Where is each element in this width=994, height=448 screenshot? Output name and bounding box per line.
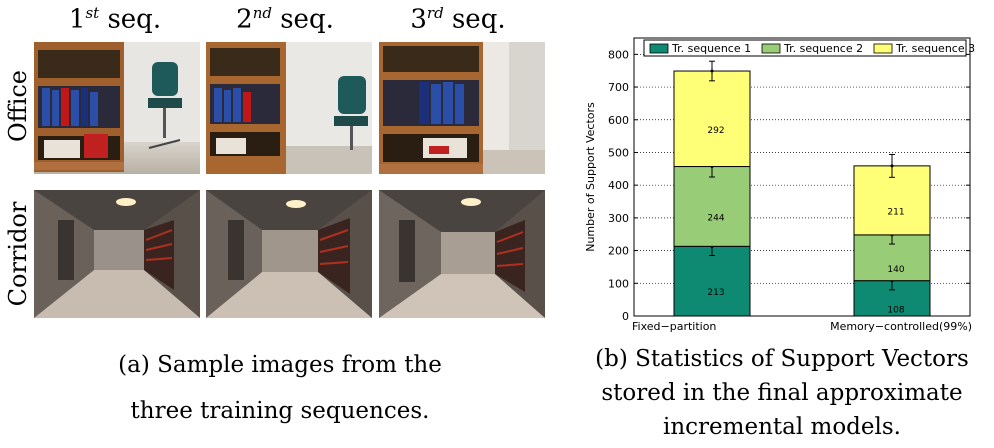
y-tick-label: 500	[608, 146, 629, 159]
office-image-1	[34, 42, 200, 174]
y-tick-label: 600	[608, 114, 629, 127]
column-label-base: 3	[410, 4, 427, 35]
bar-segment	[673, 166, 751, 247]
column-label-sup: rd	[426, 4, 444, 22]
row-label-office: Office	[4, 69, 32, 143]
caption-a: (a) Sample images from the three trainin…	[60, 342, 500, 434]
office-image-2	[206, 42, 372, 174]
corridor-image-1	[34, 190, 200, 318]
bar-segment	[673, 245, 751, 317]
corridor-image-3	[379, 190, 545, 318]
y-tick-label: 0	[622, 310, 629, 323]
column-label-1: 1st seq.	[30, 4, 200, 35]
caption-a-line-2: three training sequences.	[130, 398, 430, 424]
y-axis-label: Number of Support Vectors	[584, 102, 597, 252]
bar-value-label: 213	[707, 288, 724, 298]
caption-b-line-2: stored in the final approximate	[601, 380, 963, 406]
bar-value-label: 140	[887, 265, 904, 275]
legend-swatch	[761, 43, 781, 54]
plot-frame	[633, 37, 971, 317]
corridor-image-2	[206, 190, 372, 318]
column-label-base: 2	[236, 4, 253, 35]
bar-value-label: 211	[887, 207, 904, 217]
y-tick-label: 100	[608, 277, 629, 290]
y-tick-label: 300	[608, 212, 629, 225]
legend-swatch	[873, 43, 893, 54]
caption-b-line-3: incremental models.	[663, 414, 901, 440]
column-label-3: 3rd seq.	[373, 4, 543, 35]
legend-swatch	[649, 43, 669, 54]
error-point	[890, 164, 894, 168]
column-label-rest: seq.	[99, 4, 162, 35]
bar-value-label: 244	[707, 213, 724, 223]
caption-a-line-1: (a) Sample images from the	[118, 352, 442, 378]
column-label-2: 2nd seq.	[200, 4, 370, 35]
office-image-3	[379, 42, 545, 174]
caption-b-line-1: (b) Statistics of Support Vectors	[595, 346, 969, 372]
column-label-sup: st	[85, 4, 100, 22]
bar-segment	[673, 70, 751, 168]
bar-value-label: 292	[707, 126, 724, 136]
y-tick-label: 700	[608, 81, 629, 94]
column-label-rest: seq.	[443, 4, 506, 35]
column-label-sup: nd	[252, 4, 272, 22]
caption-b: (b) Statistics of Support Vectors stored…	[570, 342, 994, 444]
error-point	[710, 69, 714, 73]
row-label-corridor: Corridor	[4, 201, 32, 307]
x-tick-label: Fixed−partition	[632, 320, 716, 333]
column-label-base: 1	[68, 4, 86, 35]
x-tick-label: Memory−controlled(99%)	[830, 320, 972, 333]
y-tick-label: 400	[608, 179, 629, 192]
y-tick-label: 200	[608, 245, 629, 258]
chart-svg: 0 100 200 300 400 500 600 700 800 Number of Suppo…	[584, 37, 975, 333]
column-label-rest: seq.	[271, 4, 334, 35]
support-vectors-chart: 0 100 200 300 400 500 600 700 800 Number of Suppo…	[572, 30, 992, 335]
legend-label: Tr. sequence 3	[895, 42, 975, 55]
legend-label: Tr. sequence 2	[783, 42, 863, 55]
y-tick-label: 800	[608, 48, 629, 61]
legend-label: Tr. sequence 1	[671, 42, 751, 55]
bar-value-label: 108	[887, 305, 904, 315]
